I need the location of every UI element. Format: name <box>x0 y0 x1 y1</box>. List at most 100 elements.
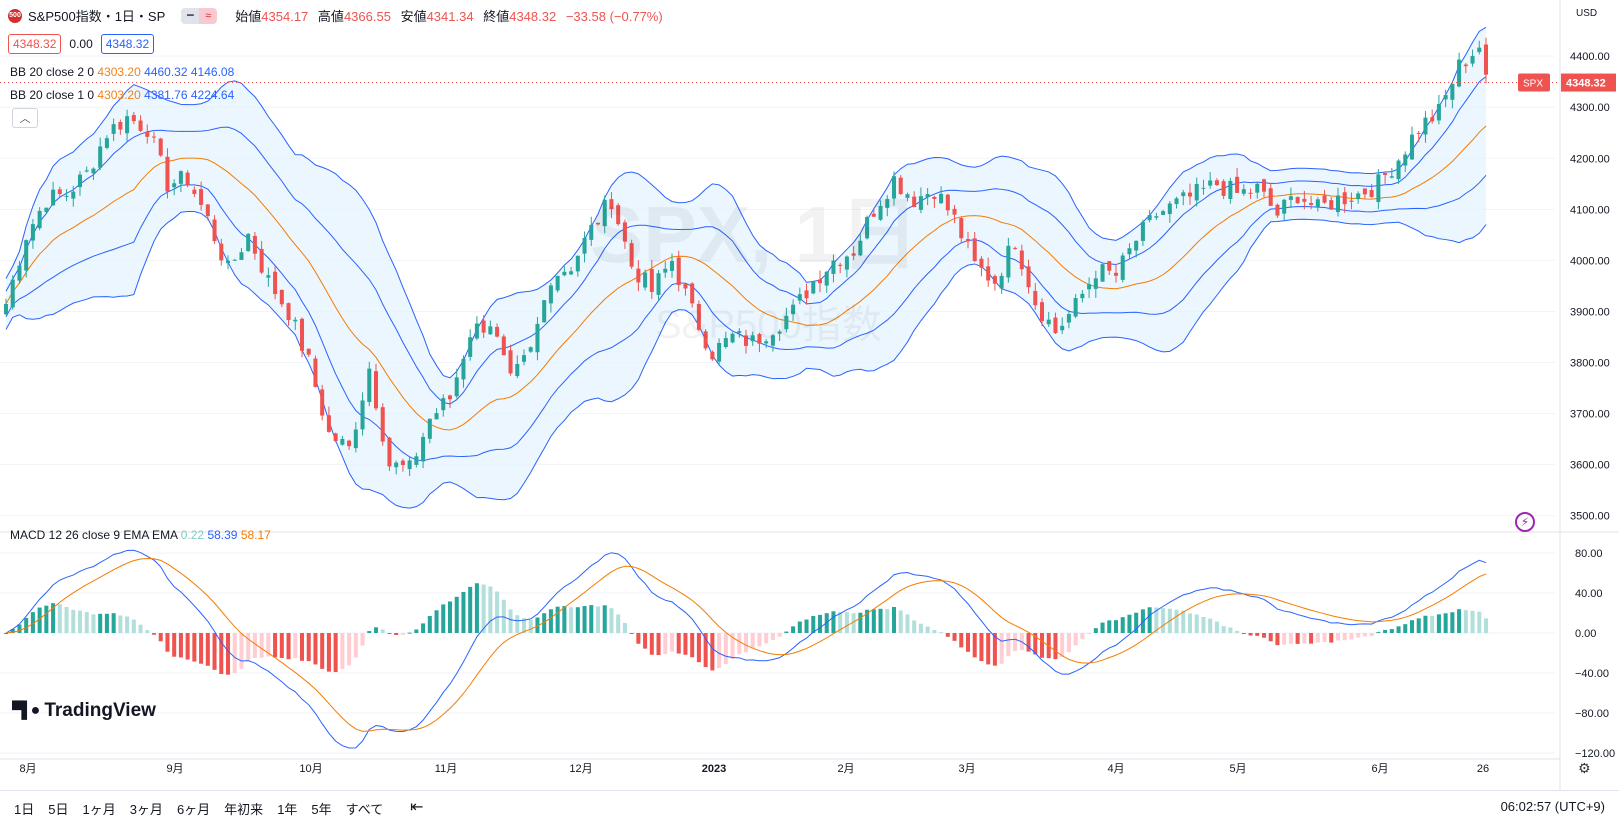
candle-body <box>1241 189 1246 194</box>
compare-range-icon[interactable]: ⇤ <box>410 799 424 816</box>
bb-mid <box>5 125 1487 431</box>
macd-hist-bar <box>858 612 863 633</box>
candle-body <box>871 213 876 217</box>
macd-hist-bar <box>1477 611 1482 633</box>
macd-hist-bar <box>1416 618 1421 633</box>
macd-hist-bar <box>1423 615 1428 633</box>
macd-hist-bar <box>1033 633 1038 655</box>
tradingview-logo[interactable]: ▀▌● TradingView <box>12 700 156 722</box>
clock[interactable]: 06:02:57 (UTC+9) <box>1500 799 1605 814</box>
candle-body <box>959 218 964 239</box>
minus-icon[interactable]: ━ <box>181 7 200 24</box>
macd-hist-bar <box>1470 610 1475 633</box>
macd-hist-bar <box>757 633 762 647</box>
range-button-8[interactable]: すべて <box>345 802 384 817</box>
macd-hist-bar <box>723 633 728 664</box>
candle-body <box>1120 255 1125 280</box>
candle-body <box>461 358 466 380</box>
macd-hist-bar <box>986 633 991 665</box>
bb1-mid: 4303.20 <box>97 88 141 102</box>
legend-toggle-group: ━ ≈ <box>181 7 218 24</box>
macd-hist-bar <box>192 633 197 662</box>
macd-hist-bar <box>730 633 735 660</box>
macd-hist-bar <box>575 607 580 633</box>
macd-hist-bar <box>111 613 116 633</box>
macd-hist-bar <box>434 610 439 633</box>
range-button-6[interactable]: 1年 <box>277 802 298 817</box>
macd-hist-bar <box>1235 630 1240 633</box>
macd-hist-bar <box>609 608 614 633</box>
macd-hist-bar <box>898 610 903 633</box>
range-button-7[interactable]: 5年 <box>311 802 332 817</box>
macd-hist-bar <box>1241 633 1246 634</box>
macd-hist-bar <box>219 633 224 674</box>
candle-body <box>1147 215 1152 221</box>
macd-hist-bar <box>118 615 123 633</box>
macd-legend[interactable]: MACD 12 26 close 9 EMA EMA 0.22 58.39 58… <box>10 528 271 542</box>
close-label: 終値 <box>483 9 510 24</box>
macd-hist-bar <box>616 614 621 633</box>
candle-body <box>138 120 143 131</box>
bb1-legend[interactable]: BB 20 close 1 0 4303.20 4381.76 4224.64 <box>10 88 234 102</box>
price-row: 4348.32 0.00 4348.32 <box>8 34 155 54</box>
macd-hist-bar <box>1134 612 1139 633</box>
macd-hist-bar <box>1268 633 1273 642</box>
macd-hist-bar <box>1154 607 1159 633</box>
candle-body <box>246 233 251 252</box>
symbol-title[interactable]: S&P500指数・1日・SP <box>28 9 166 24</box>
range-button-5[interactable]: 年初来 <box>224 802 264 817</box>
candle-body <box>71 191 76 199</box>
candle-body <box>1187 192 1193 197</box>
candle-body <box>784 315 789 330</box>
candle-body <box>51 189 56 206</box>
candle-body <box>1302 198 1307 202</box>
candle-body <box>569 271 574 275</box>
collapse-legend-button[interactable]: ︿ <box>12 108 38 128</box>
macd-hist-bar <box>797 621 802 633</box>
macd-hist-bar <box>367 631 372 633</box>
range-button-3[interactable]: 3ヶ月 <box>129 802 163 817</box>
candle-body <box>468 337 473 357</box>
candle-body <box>986 266 991 281</box>
watermark-name: S&P500指数 <box>655 303 882 347</box>
sell-price-button[interactable]: 4348.32 <box>8 34 62 54</box>
macd-hist-bar <box>1309 633 1314 644</box>
range-button-0[interactable]: 1日 <box>14 802 35 817</box>
candle-body <box>912 196 917 208</box>
buy-price-button[interactable]: 4348.32 <box>100 34 155 54</box>
candle-body <box>589 224 594 240</box>
macd-hist-bar <box>77 610 83 633</box>
candle-body <box>824 271 829 286</box>
chart-canvas[interactable]: 4400.00 4300.00 4200.00 4100.00 4000.00 3900.… <box>0 0 1619 790</box>
bb2-legend[interactable]: BB 20 close 2 0 4303.20 4460.32 4146.08 <box>10 65 234 79</box>
macd-hist-bar <box>1255 633 1260 636</box>
range-button-4[interactable]: 6ヶ月 <box>176 802 211 817</box>
macd-hist-bar <box>313 633 318 665</box>
macd-hist-bar <box>178 633 183 658</box>
time-tick-label: 6月 <box>1371 763 1388 775</box>
macd-hist-bar <box>145 630 150 633</box>
candle-body <box>1214 180 1219 186</box>
macd-hist-bar <box>750 633 755 649</box>
macd-hist-bar <box>1315 633 1320 643</box>
candle-body <box>952 208 957 215</box>
bb2-label: BB 20 close 2 0 <box>10 65 95 79</box>
range-button-1[interactable]: 5日 <box>48 802 69 817</box>
macd-hist-bar <box>1107 620 1112 633</box>
macd-hist-bar <box>1396 626 1401 633</box>
gear-icon[interactable]: ⚙ <box>1578 760 1591 776</box>
macd-hist-bar <box>784 631 789 633</box>
macd-hist-bar <box>1174 609 1179 633</box>
candle-body <box>562 271 567 276</box>
lightning-icon[interactable]: ⚡ <box>1515 512 1535 532</box>
range-button-2[interactable]: 1ヶ月 <box>82 802 116 817</box>
candle-body <box>1221 181 1226 196</box>
bb-upper-2 <box>5 26 1487 379</box>
macd-hist-bar <box>1409 620 1415 633</box>
macd-hist-bar <box>1013 633 1018 651</box>
macd-hist-bar <box>1261 633 1267 638</box>
wave-icon[interactable]: ≈ <box>199 7 218 24</box>
candle-body <box>1154 216 1159 218</box>
candle-body <box>219 243 224 261</box>
macd-hist-bar <box>1436 614 1441 633</box>
